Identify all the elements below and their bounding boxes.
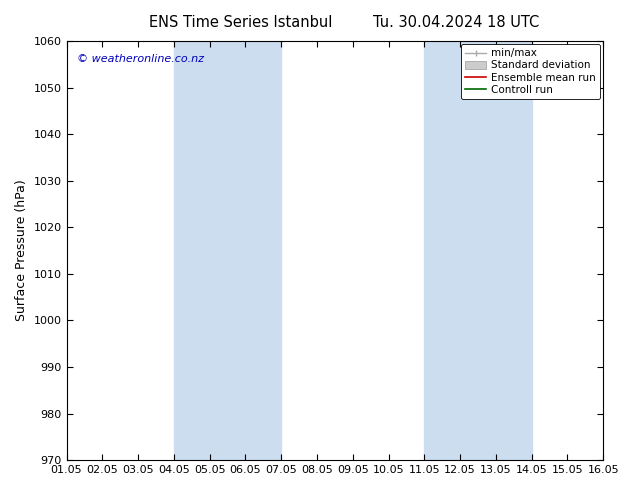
Y-axis label: Surface Pressure (hPa): Surface Pressure (hPa) — [15, 180, 28, 321]
Bar — [424, 41, 532, 460]
Text: ENS Time Series Istanbul: ENS Time Series Istanbul — [149, 15, 333, 30]
Bar — [174, 41, 281, 460]
Legend: min/max, Standard deviation, Ensemble mean run, Controll run: min/max, Standard deviation, Ensemble me… — [461, 44, 600, 99]
Text: Tu. 30.04.2024 18 UTC: Tu. 30.04.2024 18 UTC — [373, 15, 540, 30]
Text: © weatheronline.co.nz: © weatheronline.co.nz — [77, 53, 204, 64]
